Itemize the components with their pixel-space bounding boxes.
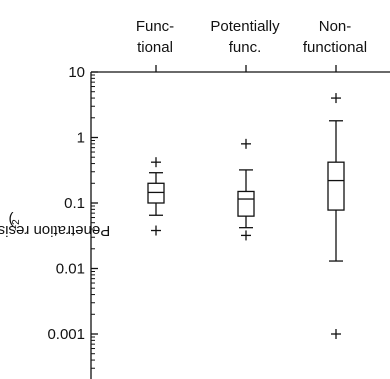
y-tick-label-2: 0.1	[64, 195, 85, 212]
box-2-iqr	[328, 162, 344, 210]
y-tick-label-1: 1	[77, 130, 85, 147]
box-0-iqr	[148, 183, 164, 203]
box-1-iqr	[238, 191, 254, 216]
y-tick-label-0: 10	[68, 64, 85, 81]
y-tick-label-3: 0.01	[56, 261, 85, 278]
y-tick-label-4: 0.001	[47, 326, 85, 343]
